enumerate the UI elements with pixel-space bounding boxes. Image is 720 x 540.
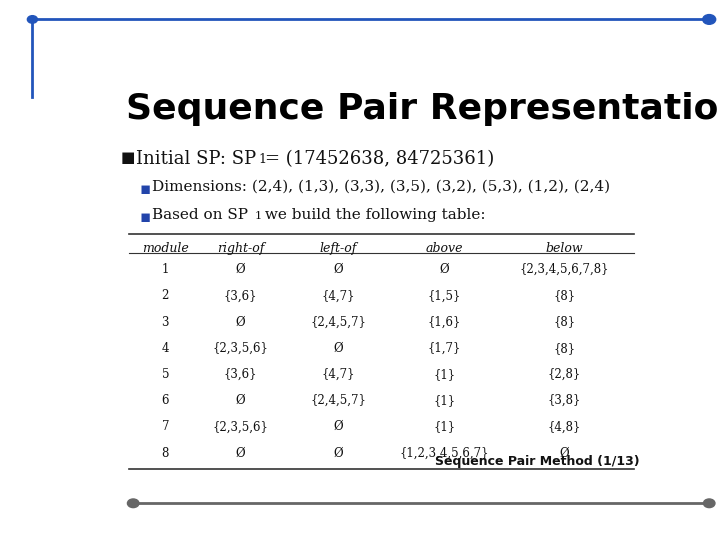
Text: ▪: ▪: [139, 180, 150, 198]
Text: Ø: Ø: [236, 394, 246, 407]
Text: {4,7}: {4,7}: [322, 368, 355, 381]
Text: {1}: {1}: [433, 368, 455, 381]
Text: 8: 8: [162, 447, 169, 460]
Text: {1}: {1}: [433, 420, 455, 433]
Text: {1,6}: {1,6}: [428, 315, 461, 328]
Text: ■: ■: [121, 150, 135, 165]
Text: below: below: [546, 241, 583, 254]
Text: above: above: [426, 241, 463, 254]
Text: Ø: Ø: [439, 263, 449, 276]
Text: Sequence Pair Representation: Sequence Pair Representation: [126, 92, 720, 126]
Text: Ø: Ø: [333, 447, 343, 460]
Text: {2,4,5,7}: {2,4,5,7}: [310, 394, 366, 407]
Text: we build the following table:: we build the following table:: [260, 208, 485, 222]
Text: {2,8}: {2,8}: [548, 368, 581, 381]
Text: Ø: Ø: [333, 342, 343, 355]
Text: Ø: Ø: [236, 263, 246, 276]
Text: 2: 2: [162, 289, 169, 302]
Text: Ø: Ø: [333, 263, 343, 276]
Text: Based on SP: Based on SP: [153, 208, 248, 222]
Text: {8}: {8}: [553, 315, 575, 328]
Text: Ø: Ø: [333, 420, 343, 433]
Text: {4,7}: {4,7}: [322, 289, 355, 302]
Text: {1,7}: {1,7}: [428, 342, 461, 355]
Text: Ø: Ø: [559, 447, 569, 460]
Text: = (17452638, 84725361): = (17452638, 84725361): [265, 150, 495, 168]
Text: {1,2,3,4,5,6,7}: {1,2,3,4,5,6,7}: [400, 447, 489, 460]
Text: Sequence Pair Method (1/13): Sequence Pair Method (1/13): [435, 455, 639, 468]
Text: Ø: Ø: [236, 447, 246, 460]
Text: {2,3,5,6}: {2,3,5,6}: [212, 342, 269, 355]
Text: {1}: {1}: [433, 394, 455, 407]
Text: right-of: right-of: [217, 241, 264, 254]
Text: 3: 3: [161, 315, 169, 328]
Text: {8}: {8}: [553, 342, 575, 355]
Text: {1,5}: {1,5}: [428, 289, 461, 302]
Text: {8}: {8}: [553, 289, 575, 302]
Text: module: module: [142, 241, 189, 254]
Text: {4,8}: {4,8}: [548, 420, 581, 433]
Text: Dimensions: (2,4), (1,3), (3,3), (3,5), (3,2), (5,3), (1,2), (2,4): Dimensions: (2,4), (1,3), (3,3), (3,5), …: [153, 180, 611, 193]
Text: 5: 5: [161, 368, 169, 381]
Text: {3,8}: {3,8}: [548, 394, 581, 407]
Text: 1: 1: [162, 263, 169, 276]
Text: Initial SP: SP: Initial SP: SP: [136, 150, 256, 168]
Text: 7: 7: [161, 420, 169, 433]
Text: 1: 1: [258, 153, 266, 166]
Text: {3,6}: {3,6}: [224, 368, 258, 381]
Text: {2,3,4,5,6,7,8}: {2,3,4,5,6,7,8}: [520, 263, 609, 276]
Text: ▪: ▪: [139, 208, 150, 226]
Text: 4: 4: [161, 342, 169, 355]
Text: 1: 1: [255, 211, 262, 221]
Text: {2,3,5,6}: {2,3,5,6}: [212, 420, 269, 433]
Text: left-of: left-of: [320, 241, 357, 254]
Text: {3,6}: {3,6}: [224, 289, 258, 302]
Text: Ø: Ø: [236, 315, 246, 328]
Text: 6: 6: [161, 394, 169, 407]
Text: {2,4,5,7}: {2,4,5,7}: [310, 315, 366, 328]
